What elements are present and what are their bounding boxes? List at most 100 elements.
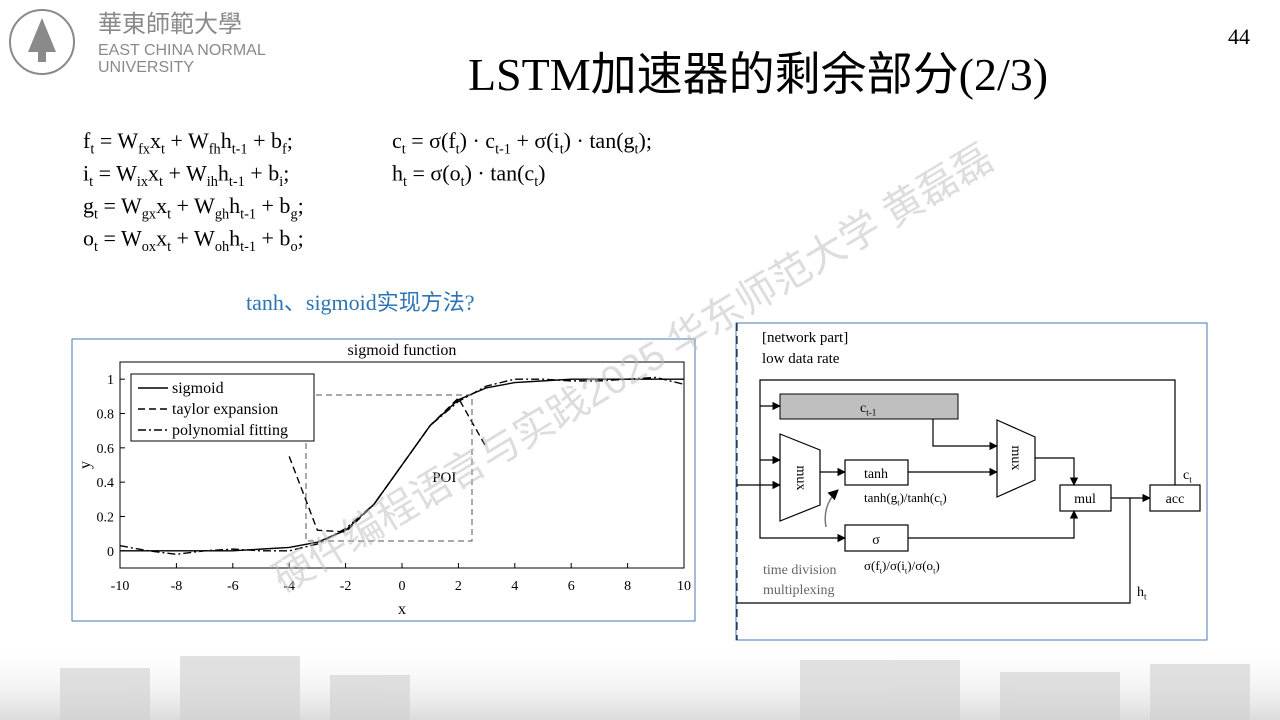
- chart-title: sigmoid function: [348, 342, 457, 359]
- diagram-label: ct-1: [860, 401, 876, 418]
- diagram-label-part: )/σ(o: [907, 558, 933, 573]
- equation-part: oh: [215, 239, 229, 255]
- x-tick-label: 10: [677, 579, 691, 594]
- equation-part: t-1: [240, 239, 256, 255]
- diagram-label-part: t: [940, 497, 943, 507]
- slide-title: LSTM加速器的剩余部分(2/3): [468, 49, 1048, 100]
- equation-part: = W: [98, 226, 142, 251]
- diagram-label: mux: [793, 466, 808, 491]
- equation-part: i: [83, 161, 89, 186]
- equation-part: x: [148, 161, 159, 186]
- equation-part: gx: [142, 207, 156, 223]
- x-tick-label: -2: [340, 579, 352, 594]
- equation-part: ) · c: [460, 128, 496, 153]
- equation-part: t: [161, 142, 165, 158]
- equation-part: o: [290, 239, 297, 255]
- equation-part: );: [639, 128, 652, 153]
- equation-part: x: [156, 193, 167, 218]
- equation-part: t-1: [229, 174, 245, 190]
- diagram-label-part: c: [860, 401, 866, 416]
- equation-part: x: [156, 226, 167, 251]
- equation: gt = Wgxxt + Wghht-1 + bg;: [83, 193, 304, 223]
- equation-part: = W: [94, 128, 138, 153]
- equation-part: c: [392, 128, 402, 153]
- equation: it = Wixxt + Wihht-1 + bi;: [83, 161, 289, 191]
- equation-part: t: [94, 239, 98, 255]
- equation-part: t: [402, 142, 406, 158]
- equation-part: t: [94, 207, 98, 223]
- diagram-label-part: t: [933, 565, 936, 575]
- x-tick-label: 0: [399, 579, 406, 594]
- diagram-label-part: t: [1144, 592, 1147, 602]
- x-tick-label: 8: [624, 579, 631, 594]
- equation-part: ;: [298, 193, 304, 218]
- diagram-label: tanh: [864, 467, 888, 482]
- equation-part: t: [461, 174, 465, 190]
- diagram-labels: [network part] low data rate ct-1 mux mux tan…: [762, 330, 1192, 602]
- x-tick-label: -8: [171, 579, 183, 594]
- legend: sigmoid taylor expansion polynomial fittin…: [138, 380, 288, 439]
- diagram-label: ht: [1137, 585, 1147, 602]
- equation-part: = σ(o: [407, 161, 461, 186]
- equation-part: t: [403, 174, 407, 190]
- y-tick-label: 0.6: [97, 442, 115, 457]
- diagram-label-part: t: [1189, 475, 1192, 485]
- equation-part: + b: [256, 193, 290, 218]
- equation-part: f: [282, 142, 287, 158]
- diagram-label: low data rate: [762, 351, 840, 367]
- x-tick-label: -4: [283, 579, 295, 594]
- equation-part: = σ(f: [406, 128, 457, 153]
- equation-part: + σ(i: [511, 128, 560, 153]
- diagram-label: [network part]: [762, 330, 848, 346]
- equation-part: x: [150, 128, 161, 153]
- x-tick-label: -10: [111, 579, 130, 594]
- diagram-label-part: t-1: [866, 408, 876, 418]
- equation: ht = σ(ot) · tan(ct): [392, 161, 546, 191]
- legend-label: sigmoid: [172, 380, 224, 397]
- equation-part: + W: [171, 226, 215, 251]
- equation-part: ;: [283, 161, 289, 186]
- diagram-label-part: )/tanh(c: [900, 490, 941, 505]
- equation-part: g: [83, 193, 94, 218]
- equation-part: h: [392, 161, 403, 186]
- equation: ot = Woxxt + Wohht-1 + bo;: [83, 226, 304, 256]
- x-tick-label: -6: [227, 579, 239, 594]
- skyline-buildings: [60, 656, 1250, 720]
- logo-chinese: 華東師範大學: [98, 11, 242, 38]
- diagram-label-part: ): [942, 490, 946, 505]
- poi-label: POI: [432, 470, 456, 486]
- diagram-label-part: )/σ(i: [882, 558, 905, 573]
- diagram-label: mux: [1008, 446, 1023, 471]
- equation-part: fx: [138, 142, 150, 158]
- diagram-label-part: σ(f: [864, 558, 880, 573]
- series-line: [119, 376, 685, 555]
- diagram-label: time division: [763, 563, 837, 578]
- equation-part: h: [229, 226, 240, 251]
- equation-part: + W: [165, 128, 209, 153]
- logo-english: EAST CHINA NORMAL: [98, 42, 266, 59]
- poi-box: [305, 394, 473, 542]
- diagram-label-part: t: [897, 497, 900, 507]
- equation-part: g: [290, 207, 297, 223]
- diagram-label-part: tanh(g: [864, 490, 898, 505]
- equation-part: gh: [215, 207, 229, 223]
- logo: 華東師範大學 EAST CHINA NORMAL UNIVERSITY: [9, 9, 266, 76]
- diagram-shapes: [736, 323, 1201, 640]
- equation-part: t: [167, 239, 171, 255]
- equation-part: ih: [207, 174, 218, 190]
- equation-part: = W: [93, 161, 137, 186]
- equation-part: t: [534, 174, 538, 190]
- x-axis-label: x: [398, 601, 406, 618]
- y-tick-label: 1: [107, 373, 114, 388]
- x-tick-label: 4: [511, 579, 518, 594]
- equation-part: h: [218, 161, 229, 186]
- equation: ct = σ(ft) · ct-1 + σ(it) · tan(gt);: [392, 128, 652, 158]
- question: tanh、sigmoid实现方法?: [246, 290, 475, 315]
- equation-part: t: [456, 142, 460, 158]
- diagram-label: multiplexing: [763, 583, 835, 598]
- equation-part: h: [229, 193, 240, 218]
- equation-part: + W: [163, 161, 207, 186]
- equation-part: ) · tan(g: [564, 128, 635, 153]
- equation-part: + W: [171, 193, 215, 218]
- equation-part: h: [221, 128, 232, 153]
